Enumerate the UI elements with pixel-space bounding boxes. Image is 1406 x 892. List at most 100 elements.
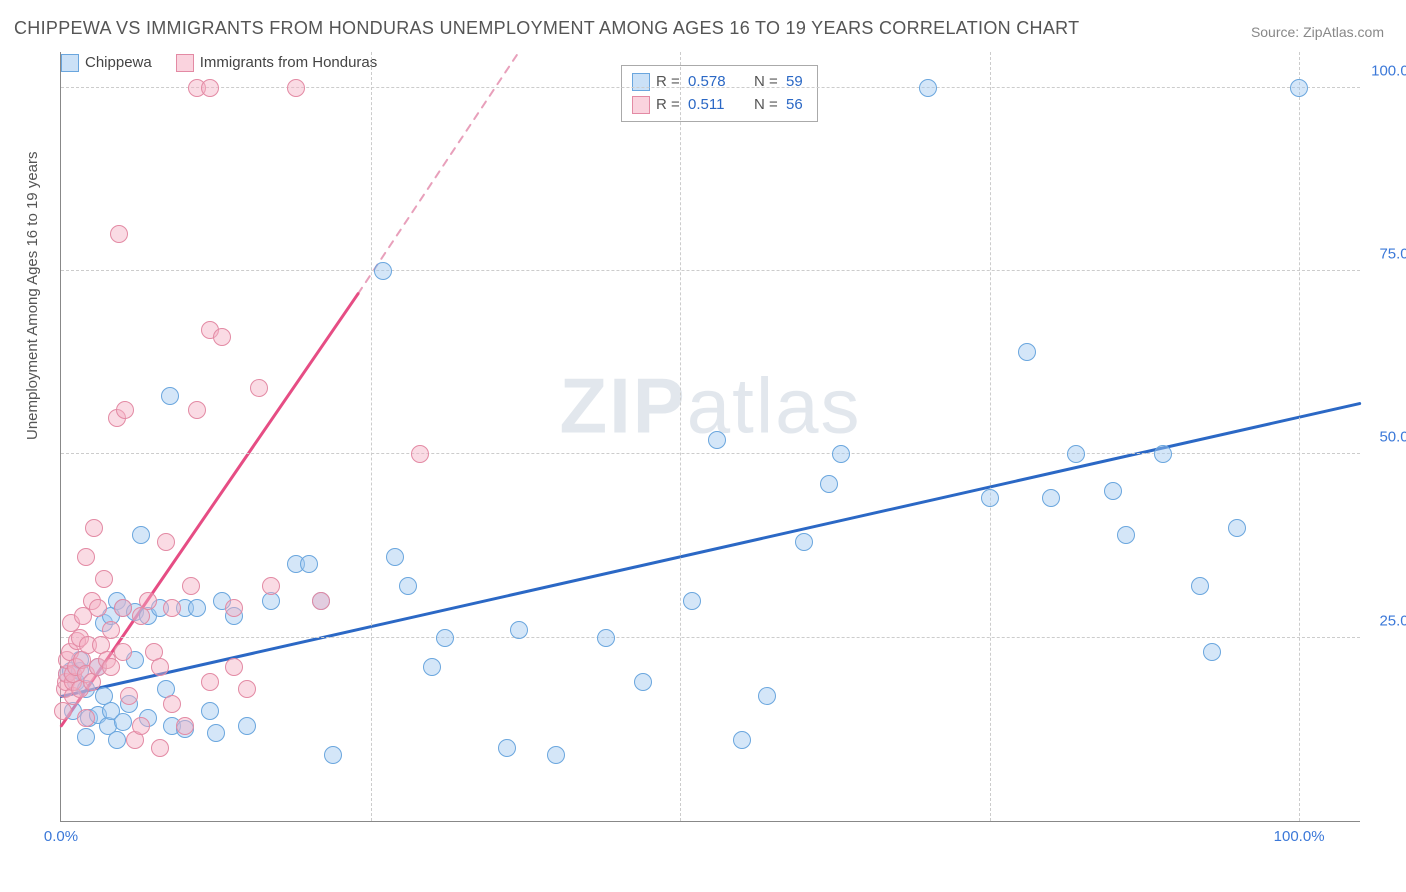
data-point xyxy=(95,570,113,588)
data-point xyxy=(683,592,701,610)
data-point xyxy=(77,548,95,566)
data-point xyxy=(161,387,179,405)
data-point xyxy=(182,577,200,595)
data-point xyxy=(238,717,256,735)
legend-swatch xyxy=(632,73,650,91)
data-point xyxy=(163,695,181,713)
data-point xyxy=(919,79,937,97)
legend-row: R = 0.578 N = 59 xyxy=(632,71,803,94)
data-point xyxy=(207,724,225,742)
data-point xyxy=(114,713,132,731)
data-point xyxy=(634,673,652,691)
y-tick-label: 75.0% xyxy=(1367,246,1406,263)
data-point xyxy=(114,643,132,661)
data-point xyxy=(300,555,318,573)
data-point xyxy=(1228,519,1246,537)
data-point xyxy=(238,680,256,698)
data-point xyxy=(820,475,838,493)
y-tick-label: 25.0% xyxy=(1367,612,1406,629)
data-point xyxy=(176,717,194,735)
data-point xyxy=(201,673,219,691)
r-value: 0.511 xyxy=(688,94,738,117)
data-point xyxy=(1203,643,1221,661)
gridline-h xyxy=(61,270,1360,271)
y-tick-label: 100.0% xyxy=(1367,62,1406,79)
data-point xyxy=(1042,489,1060,507)
data-point xyxy=(597,629,615,647)
data-point xyxy=(116,401,134,419)
data-point xyxy=(758,687,776,705)
data-point xyxy=(411,445,429,463)
data-point xyxy=(262,577,280,595)
data-point xyxy=(89,599,107,617)
data-point xyxy=(399,577,417,595)
data-point xyxy=(151,739,169,757)
data-point xyxy=(201,79,219,97)
data-point xyxy=(157,533,175,551)
gridline-h xyxy=(61,87,1360,88)
data-point xyxy=(312,592,330,610)
n-label: N = xyxy=(754,71,780,94)
data-point xyxy=(547,746,565,764)
data-point xyxy=(795,533,813,551)
data-point xyxy=(102,621,120,639)
data-point xyxy=(1290,79,1308,97)
gridline-v xyxy=(371,52,372,821)
n-value: 59 xyxy=(786,71,803,94)
data-point xyxy=(85,519,103,537)
data-point xyxy=(77,709,95,727)
data-point xyxy=(287,79,305,97)
data-point xyxy=(120,687,138,705)
data-point xyxy=(77,728,95,746)
n-value: 56 xyxy=(786,94,803,117)
data-point xyxy=(132,526,150,544)
data-point xyxy=(188,401,206,419)
r-label: R = xyxy=(656,71,682,94)
y-axis-label: Unemployment Among Ages 16 to 19 years xyxy=(24,151,41,440)
data-point xyxy=(102,658,120,676)
data-point xyxy=(981,489,999,507)
gridline-v xyxy=(680,52,681,821)
source-label: Source: ZipAtlas.com xyxy=(1251,24,1384,40)
data-point xyxy=(1191,577,1209,595)
data-point xyxy=(324,746,342,764)
data-point xyxy=(250,379,268,397)
r-label: R = xyxy=(656,94,682,117)
data-point xyxy=(386,548,404,566)
data-point xyxy=(832,445,850,463)
data-point xyxy=(114,599,132,617)
gridline-v xyxy=(1299,52,1300,821)
y-tick-label: 50.0% xyxy=(1367,429,1406,446)
data-point xyxy=(1067,445,1085,463)
data-point xyxy=(1104,482,1122,500)
data-point xyxy=(1154,445,1172,463)
data-point xyxy=(213,328,231,346)
data-point xyxy=(436,629,454,647)
plot-area: ZIPatlas R =0.578N =59R =0.511N =56 Chip… xyxy=(60,52,1360,822)
x-tick-label: 100.0% xyxy=(1274,828,1325,845)
legend-swatch xyxy=(632,96,650,114)
data-point xyxy=(498,739,516,757)
data-point xyxy=(201,702,219,720)
data-point xyxy=(1117,526,1135,544)
data-point xyxy=(188,599,206,617)
data-point xyxy=(151,658,169,676)
data-point xyxy=(510,621,528,639)
r-value: 0.578 xyxy=(688,71,738,94)
gridline-h xyxy=(61,637,1360,638)
x-tick-label: 0.0% xyxy=(44,828,78,845)
correlation-legend: R = 0.578 N = 59 R = 0.511 N = 56 xyxy=(621,65,818,122)
data-point xyxy=(733,731,751,749)
data-point xyxy=(110,225,128,243)
n-label: N = xyxy=(754,94,780,117)
data-point xyxy=(374,262,392,280)
data-point xyxy=(423,658,441,676)
data-point xyxy=(225,658,243,676)
data-point xyxy=(163,599,181,617)
legend-row: R = 0.511 N = 56 xyxy=(632,94,803,117)
data-point xyxy=(139,592,157,610)
data-point xyxy=(1018,343,1036,361)
data-point xyxy=(225,599,243,617)
data-point xyxy=(708,431,726,449)
chart-title: CHIPPEWA VS IMMIGRANTS FROM HONDURAS UNE… xyxy=(14,18,1079,39)
